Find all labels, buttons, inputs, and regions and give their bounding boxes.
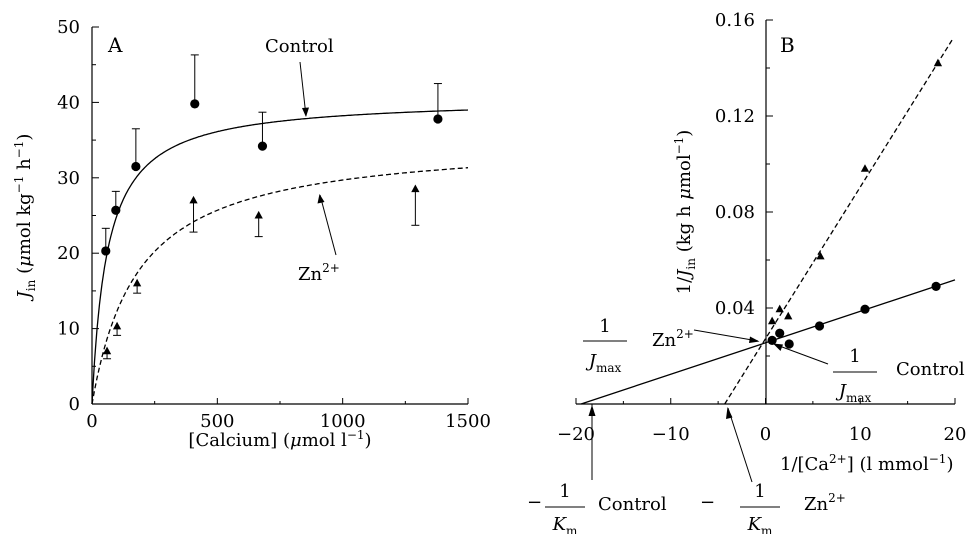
b-control-point [860, 304, 870, 314]
b-zn-point [767, 316, 777, 325]
b-jmax-control-denominator: Jmax [835, 381, 872, 405]
b-zn-label: Zn2+ [652, 327, 694, 351]
b-km-zn-numerator: 1 [754, 481, 765, 502]
b-y-tick-label: 0.08 [715, 202, 755, 223]
a-y-tick-label: 50 [57, 17, 80, 38]
b-jmax-zn-annotation: 1 Jmax Zn2+ [583, 316, 760, 375]
b-km-control-denominator: Km [552, 514, 578, 534]
b-fit-lines [580, 38, 956, 405]
a-x-axis-label: [Calcium] (μmol l−1) [188, 428, 371, 451]
a-zn-fit-curve [91, 167, 469, 405]
a-zn-label: Zn2+ [298, 261, 340, 285]
a-y-tick-label: 0 [69, 394, 80, 415]
a-y-axis-label: Jin (μmol kg−1 h−1) [12, 134, 38, 303]
b-km-zn-arrowhead [726, 407, 733, 419]
a-zn-arrowhead [317, 194, 325, 204]
a-y-tick-label: 40 [57, 92, 80, 113]
b-km-zn-label: Zn2+ [804, 491, 846, 515]
b-km-zn-minus: − [700, 492, 715, 513]
a-zn-point [411, 184, 420, 193]
a-control-arrowhead [302, 107, 309, 117]
b-data-points [767, 58, 943, 349]
a-zn-arrow [319, 194, 337, 256]
b-control-point [767, 335, 777, 345]
b-x-tick-label: 20 [944, 424, 967, 445]
a-control-fit-curve [91, 109, 469, 405]
b-km-control-minus: − [527, 492, 542, 513]
a-x-tick-label: 500 [200, 411, 234, 432]
a-control-point [433, 114, 443, 124]
b-ticks: −20 −10 0 10 20 0.04 0.08 0.12 0.16 [557, 10, 966, 445]
b-km-control-annotation: − 1 Km Control [527, 404, 667, 534]
panel-b-letter: B [780, 33, 795, 57]
b-x-tick-label: −20 [557, 424, 595, 445]
b-y-tick-label: 0.12 [715, 106, 755, 127]
a-control-point [101, 246, 111, 256]
b-km-control-label: Control [598, 494, 667, 515]
a-y-tick-label: 20 [57, 243, 80, 264]
a-zn-point [112, 321, 122, 330]
b-jmax-zn-numerator: 1 [599, 316, 610, 337]
panel-a-letter: A [107, 33, 123, 57]
b-km-zn-arrow [727, 407, 753, 483]
b-zn-point [860, 164, 870, 172]
b-zn-point [816, 251, 825, 260]
a-control-arrow [299, 61, 307, 117]
b-zn-fit-line [724, 38, 954, 405]
b-y-axis-label: 1/Jin (kg h μmol−1) [672, 130, 698, 295]
a-ticks: 0 500 1000 1500 0 10 20 30 40 50 [57, 17, 491, 432]
a-control-label: Control [265, 36, 334, 57]
b-jmax-control-numerator: 1 [849, 346, 860, 367]
a-control-point [131, 161, 141, 172]
a-x-tick-label: 1000 [320, 411, 366, 432]
b-km-control-numerator: 1 [559, 481, 570, 502]
a-y-tick-label: 30 [57, 168, 80, 189]
b-x-axis-label: 1/[Ca2+] (l mmol−1) [780, 452, 953, 475]
b-control-point [931, 281, 941, 291]
b-control-label: Control [896, 359, 965, 380]
a-zn-point [132, 278, 142, 287]
panel-b: −20 −10 0 10 20 0.04 0.08 0.12 0.16 B 1/[Ca2+] (… [527, 10, 966, 534]
b-y-tick-label: 0.16 [715, 10, 755, 31]
b-jmax-control-annotation: 1 Jmax Control [773, 343, 965, 405]
b-y-tick-label: 0.04 [715, 298, 755, 319]
a-y-tick-label: 10 [57, 319, 80, 340]
b-km-zn-annotation: − 1 Km Zn2+ [700, 407, 846, 534]
b-x-tick-label: 10 [849, 424, 872, 445]
b-km-zn-denominator: Km [747, 514, 773, 534]
b-zn-point [775, 304, 784, 313]
a-data-points [101, 54, 443, 360]
a-zn-point [102, 346, 112, 355]
b-jmax-zn-arrowhead [749, 336, 760, 343]
b-jmax-zn-arrow [693, 329, 759, 342]
b-x-tick-label: −10 [652, 424, 690, 445]
a-x-tick-label: 0 [86, 411, 97, 432]
b-jmax-zn-denominator: Jmax [585, 351, 622, 375]
b-jmax-control-arrowhead [773, 343, 783, 351]
panel-a: 0 500 1000 1500 0 10 20 30 40 50 A [Calcium] (μmo… [12, 17, 491, 451]
a-control-point [111, 205, 121, 215]
b-control-point [784, 339, 794, 349]
a-x-tick-label: 1500 [445, 411, 491, 432]
b-km-control-arrowhead [588, 405, 596, 416]
a-fit-curves [91, 109, 469, 405]
a-control-point [190, 99, 200, 109]
a-zn-point [189, 195, 198, 204]
b-control-point [814, 321, 825, 331]
a-zn-point [254, 210, 263, 219]
b-jmax-control-arrow [773, 343, 829, 365]
b-control-point [775, 328, 785, 338]
a-control-point [257, 141, 268, 151]
b-zn-point [933, 58, 943, 67]
b-x-tick-label: 0 [760, 424, 771, 445]
b-zn-point [784, 311, 793, 320]
